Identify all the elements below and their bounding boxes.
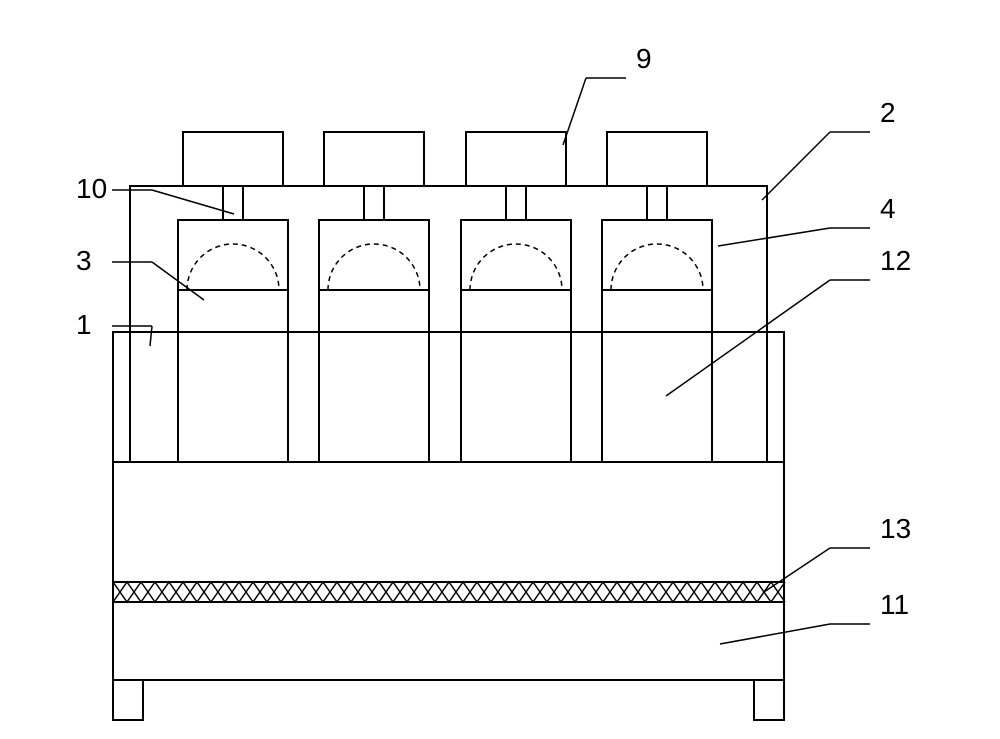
technical-diagram: 9 2 10 4 3 12 1 13 11: [0, 0, 1000, 739]
svg-text:2: 2: [880, 97, 896, 128]
svg-text:13: 13: [880, 513, 911, 544]
svg-text:3: 3: [76, 245, 92, 276]
diagram-container: 9 2 10 4 3 12 1 13 11: [0, 0, 1000, 739]
svg-text:12: 12: [880, 245, 911, 276]
svg-text:4: 4: [880, 193, 896, 224]
svg-text:1: 1: [76, 309, 92, 340]
svg-text:10: 10: [76, 173, 107, 204]
svg-text:11: 11: [880, 589, 909, 620]
svg-text:9: 9: [636, 43, 652, 74]
